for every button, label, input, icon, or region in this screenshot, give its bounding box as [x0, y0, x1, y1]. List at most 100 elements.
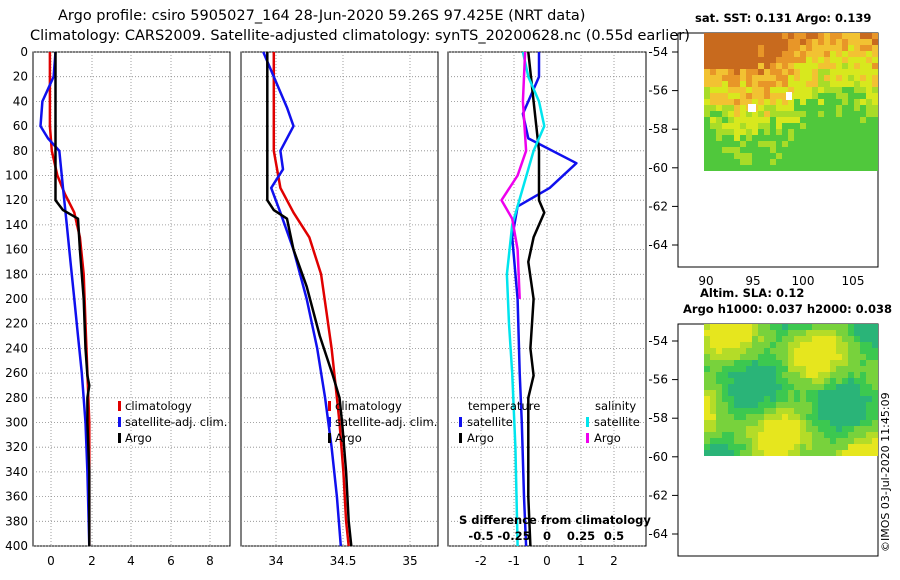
sla-cell — [806, 384, 812, 390]
sst-cell — [716, 153, 722, 159]
sla-cell — [752, 360, 758, 366]
sla-cell — [782, 444, 788, 450]
sla-cell — [770, 360, 776, 366]
sst-cell — [746, 117, 752, 123]
sla-cell — [746, 402, 752, 408]
sst-cell — [716, 51, 722, 57]
sla-cell — [722, 366, 728, 372]
sla-cell — [788, 324, 794, 330]
sla-cell — [794, 402, 800, 408]
sla-cell — [746, 426, 752, 432]
tick-label: 2 — [610, 554, 618, 568]
sla-cell — [830, 426, 836, 432]
sla-cell — [710, 444, 716, 450]
sla-map-title-1: Altim. SLA: 0.12 — [700, 286, 804, 300]
sst-cell — [872, 75, 878, 81]
sst-cell — [704, 153, 710, 159]
sla-cell — [764, 444, 770, 450]
sla-cell — [776, 372, 782, 378]
sst-cell — [716, 45, 722, 51]
sla-cell — [872, 444, 878, 450]
depth-tick-label: 280 — [5, 391, 28, 405]
sla-cell — [734, 426, 740, 432]
sst-cell — [788, 39, 794, 45]
sst-cell — [818, 63, 824, 69]
sst-cell — [854, 57, 860, 63]
sst-cell — [842, 69, 848, 75]
series-line-temperature-argo — [527, 51, 546, 547]
legend-label-satellite: satellite-adj. clim. — [125, 415, 227, 429]
sla-cell — [716, 432, 722, 438]
sst-cell — [818, 75, 824, 81]
sst-cell — [776, 51, 782, 57]
sst-cell — [794, 135, 800, 141]
sla-cell — [734, 360, 740, 366]
sst-cell — [776, 57, 782, 63]
sst-cell — [836, 63, 842, 69]
sst-cell — [740, 81, 746, 87]
sst-cell — [782, 159, 788, 165]
sla-cell — [866, 342, 872, 348]
sst-cell — [818, 87, 824, 93]
diff-tick-label: -0.5 — [468, 529, 493, 543]
legend-label-climatology: climatology — [335, 399, 402, 413]
sst-cell — [812, 159, 818, 165]
sla-cell — [836, 378, 842, 384]
sst-cell — [776, 87, 782, 93]
sst-cell — [854, 111, 860, 117]
sst-cell — [746, 57, 752, 63]
sla-cell — [722, 432, 728, 438]
sla-cell — [764, 396, 770, 402]
sla-cell — [836, 354, 842, 360]
legend-label-t-satellite: satellite — [467, 415, 513, 429]
sst-cell — [758, 129, 764, 135]
sst-cell — [836, 123, 842, 129]
sst-cell — [854, 33, 860, 39]
sla-cell — [812, 432, 818, 438]
legend-label-satellite: satellite-adj. clim. — [335, 415, 437, 429]
sla-cell — [848, 324, 854, 330]
sla-cell — [776, 324, 782, 330]
sla-cell — [836, 348, 842, 354]
sst-cell — [800, 147, 806, 153]
sst-cell — [722, 123, 728, 129]
sla-cell — [770, 366, 776, 372]
sst-cell — [812, 69, 818, 75]
sst-cell — [800, 165, 806, 171]
sst-cell — [788, 45, 794, 51]
sst-cell — [830, 147, 836, 153]
sst-cell — [722, 33, 728, 39]
sla-cell — [752, 372, 758, 378]
sla-cell — [812, 450, 818, 456]
sst-cell — [824, 129, 830, 135]
title-line2: Climatology: CARS2009. Satellite-adjuste… — [30, 28, 690, 44]
sst-cell — [806, 57, 812, 63]
sst-cell — [752, 33, 758, 39]
sla-cell — [866, 384, 872, 390]
sla-cell — [830, 354, 836, 360]
sla-cell — [752, 420, 758, 426]
sst-cell — [782, 63, 788, 69]
sla-cell — [704, 390, 710, 396]
sla-cell — [842, 348, 848, 354]
sst-cell — [764, 45, 770, 51]
sla-cell — [746, 366, 752, 372]
sst-cell — [788, 81, 794, 87]
sla-cell — [806, 354, 812, 360]
sla-cell — [776, 360, 782, 366]
sst-cell — [842, 129, 848, 135]
sst-cell — [794, 147, 800, 153]
sst-cell — [854, 45, 860, 51]
sst-cell — [716, 159, 722, 165]
sst-cell — [776, 93, 782, 99]
sla-cell — [800, 402, 806, 408]
sla-cell — [842, 336, 848, 342]
sst-cell — [752, 111, 758, 117]
sla-cell — [788, 438, 794, 444]
tick-label: 2 — [88, 554, 96, 568]
sla-cell — [854, 438, 860, 444]
sst-cell — [776, 159, 782, 165]
sst-cell — [830, 51, 836, 57]
sst-cell — [812, 93, 818, 99]
sla-cell — [734, 336, 740, 342]
